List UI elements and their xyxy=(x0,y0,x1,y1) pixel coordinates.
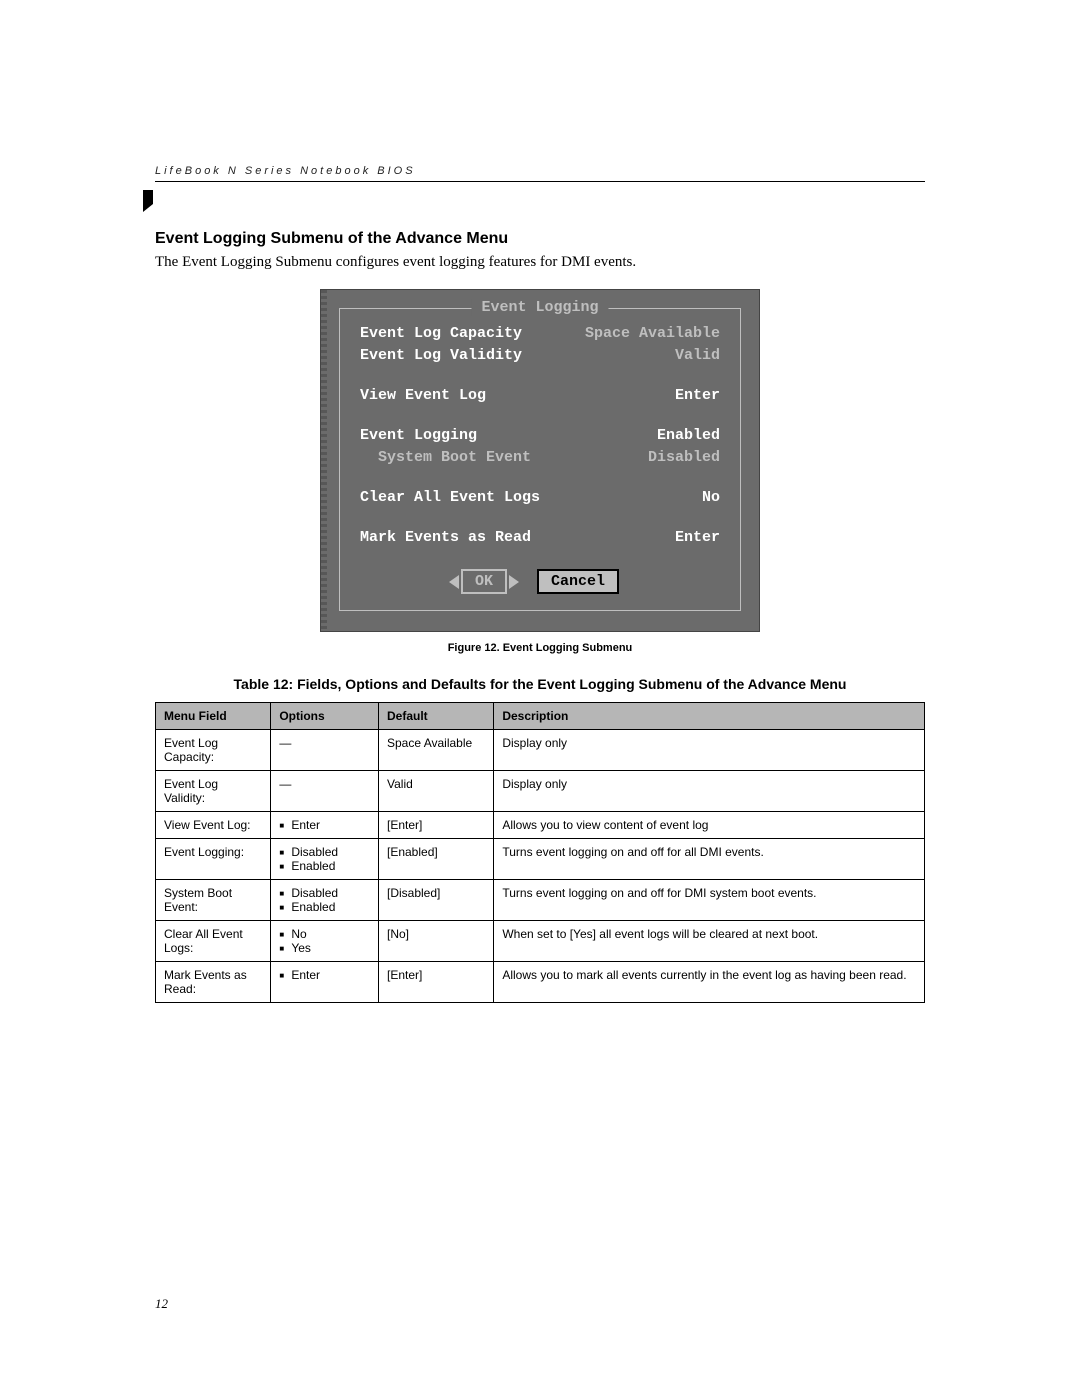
table-row: Event Logging:DisabledEnabled[Enabled]Tu… xyxy=(156,839,925,880)
bios-row-label: Event Log Validity xyxy=(360,345,522,367)
option-item: Enabled xyxy=(279,900,370,914)
cell-description: Display only xyxy=(494,730,925,771)
cell-description: Turns event logging on and off for DMI s… xyxy=(494,880,925,921)
option-item: Disabled xyxy=(279,886,370,900)
table-header: Default xyxy=(379,703,494,730)
table-header: Description xyxy=(494,703,925,730)
cell-options: Enter xyxy=(271,812,379,839)
option-item: Enter xyxy=(279,968,370,982)
table-row: Mark Events as Read: Enter [Enter]Allows y… xyxy=(156,962,925,1003)
options-table: Menu Field Options Default Description E… xyxy=(155,702,925,1003)
bios-cancel-button[interactable]: Cancel xyxy=(537,569,619,594)
option-item: Disabled xyxy=(279,845,370,859)
bios-screenshot: Event Logging Event Log Capacity Space Av… xyxy=(320,289,760,632)
bios-row: System Boot Event Disabled xyxy=(360,447,720,469)
cell-options: — xyxy=(271,730,379,771)
cell-options: Enter xyxy=(271,962,379,1003)
cell-options: NoYes xyxy=(271,921,379,962)
cell-default: Valid xyxy=(379,771,494,812)
bios-row-value: No xyxy=(702,487,720,509)
cell-options: DisabledEnabled xyxy=(271,839,379,880)
cell-default: [Enter] xyxy=(379,962,494,1003)
cell-default: [No] xyxy=(379,921,494,962)
cell-field: Event Logging: xyxy=(156,839,271,880)
bios-row-label: Event Logging xyxy=(360,425,477,447)
bios-row-value: Enter xyxy=(675,385,720,407)
cell-default: [Enabled] xyxy=(379,839,494,880)
table-row: System Boot Event:DisabledEnabled[Disabl… xyxy=(156,880,925,921)
bios-row-label: View Event Log xyxy=(360,385,486,407)
option-item: Yes xyxy=(279,941,370,955)
section-arrow-icon xyxy=(143,190,925,212)
bios-row: Clear All Event Logs No xyxy=(360,487,720,509)
bios-row-value: Space Available xyxy=(585,323,720,345)
bios-legend: Event Logging xyxy=(471,299,608,316)
cell-default: [Enter] xyxy=(379,812,494,839)
cell-description: Allows you to view content of event log xyxy=(494,812,925,839)
bios-ok-button[interactable]: OK xyxy=(461,569,507,594)
bios-row-value: Valid xyxy=(675,345,720,367)
bios-row: Event Log Validity Valid xyxy=(360,345,720,367)
bios-row: Event Log Capacity Space Available xyxy=(360,323,720,345)
table-row: Clear All Event Logs:NoYes[No]When set t… xyxy=(156,921,925,962)
figure-caption: Figure 12. Event Logging Submenu xyxy=(155,642,925,654)
table-row: View Event Log: Enter [Enter]Allows you to… xyxy=(156,812,925,839)
cell-description: Turns event logging on and off for all D… xyxy=(494,839,925,880)
bios-row: Event Logging Enabled xyxy=(360,425,720,447)
bios-row-value: Enter xyxy=(675,527,720,549)
cell-field: System Boot Event: xyxy=(156,880,271,921)
bios-row: View Event Log Enter xyxy=(360,385,720,407)
running-head: LifeBook N Series Notebook BIOS xyxy=(155,165,925,182)
bios-row-value: Enabled xyxy=(657,425,720,447)
cell-field: Mark Events as Read: xyxy=(156,962,271,1003)
cell-options: DisabledEnabled xyxy=(271,880,379,921)
page-number: 12 xyxy=(155,1296,168,1312)
bios-row-value: Disabled xyxy=(648,447,720,469)
cell-description: Allows you to mark all events currently … xyxy=(494,962,925,1003)
cell-field: Event Log Capacity: xyxy=(156,730,271,771)
bios-row-label: Mark Events as Read xyxy=(360,527,531,549)
option-item: Enabled xyxy=(279,859,370,873)
cell-options: — xyxy=(271,771,379,812)
cell-field: View Event Log: xyxy=(156,812,271,839)
cell-field: Event Log Validity: xyxy=(156,771,271,812)
cell-default: Space Available xyxy=(379,730,494,771)
cell-description: When set to [Yes] all event logs will be… xyxy=(494,921,925,962)
cell-field: Clear All Event Logs: xyxy=(156,921,271,962)
bios-row-label: Event Log Capacity xyxy=(360,323,522,345)
cell-description: Display only xyxy=(494,771,925,812)
bios-row: Mark Events as Read Enter xyxy=(360,527,720,549)
table-header: Menu Field xyxy=(156,703,271,730)
table-row: Event Log Capacity:—Space AvailableDispl… xyxy=(156,730,925,771)
cell-default: [Disabled] xyxy=(379,880,494,921)
option-item: Enter xyxy=(279,818,370,832)
table-header: Options xyxy=(271,703,379,730)
option-item: No xyxy=(279,927,370,941)
table-row: Event Log Validity:—ValidDisplay only xyxy=(156,771,925,812)
table-title: Table 12: Fields, Options and Defaults f… xyxy=(155,676,925,692)
bios-row-label: System Boot Event xyxy=(360,447,531,469)
section-title: Event Logging Submenu of the Advance Men… xyxy=(155,230,925,248)
section-intro: The Event Logging Submenu configures eve… xyxy=(155,254,925,271)
bios-row-label: Clear All Event Logs xyxy=(360,487,540,509)
